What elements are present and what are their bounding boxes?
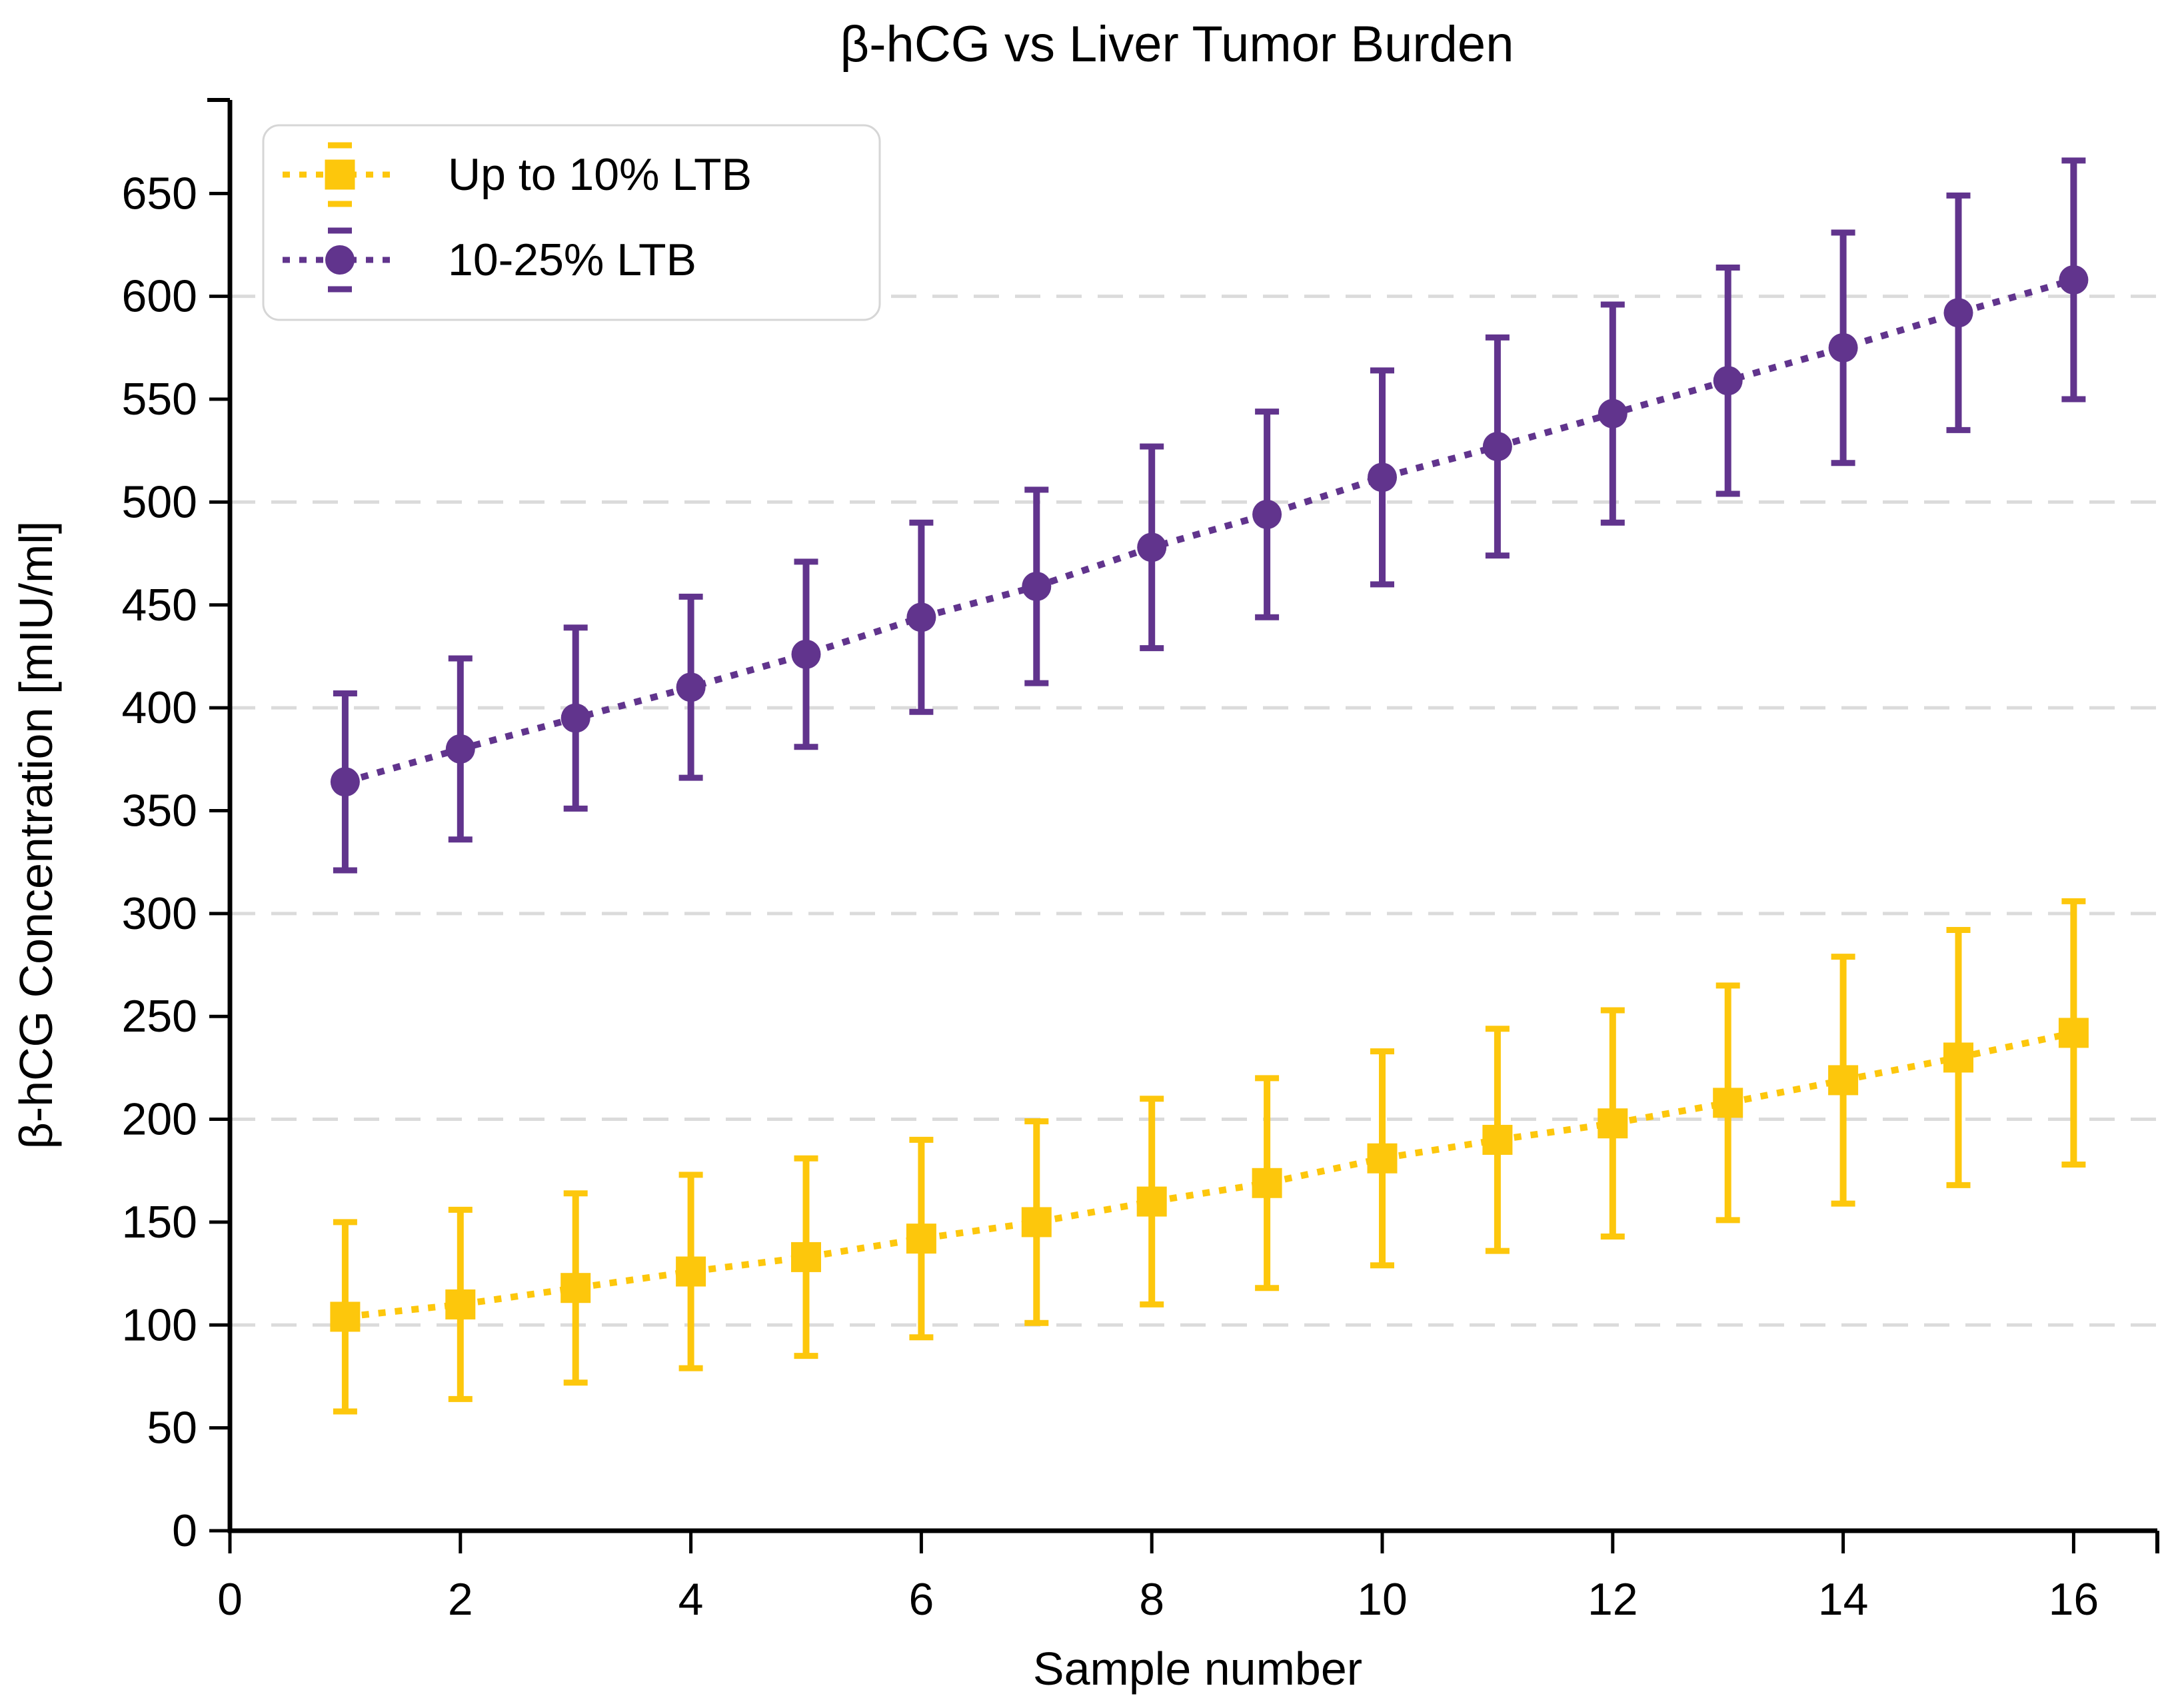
y-tick-label-450: 450 bbox=[122, 580, 197, 630]
y-axis-label: β-hCG Concentration [mIU/ml] bbox=[10, 521, 62, 1150]
data-point-square bbox=[1021, 1207, 1052, 1238]
data-point-circle bbox=[1828, 333, 1858, 363]
legend-entry-0: Up to 10% LTB bbox=[283, 142, 752, 207]
y-tick-label-150: 150 bbox=[122, 1197, 197, 1248]
data-point-square bbox=[1828, 1065, 1859, 1096]
axes: 0 50 100 150 200 250 300 350 400 450 500 550 600 650 0… bbox=[122, 98, 2159, 1625]
legend-box bbox=[262, 124, 881, 321]
x-tick-label-6: 6 bbox=[908, 1574, 934, 1625]
x-axis-label: Sample number bbox=[1033, 1643, 1362, 1695]
y-tick-label-400: 400 bbox=[122, 682, 197, 733]
legend-marker-circle bbox=[325, 245, 355, 275]
legend-entry-1: 10-25% LTB bbox=[283, 227, 696, 293]
x-tick-label-0: 0 bbox=[217, 1574, 243, 1625]
data-point-square bbox=[791, 1242, 821, 1272]
data-point-square bbox=[2058, 1018, 2089, 1048]
data-point-square bbox=[906, 1224, 936, 1254]
x-tick-label-2: 2 bbox=[448, 1574, 473, 1625]
x-tick-label-8: 8 bbox=[1139, 1574, 1164, 1625]
data-point-square bbox=[676, 1256, 706, 1287]
x-tick-label-14: 14 bbox=[1818, 1574, 1869, 1625]
series-group bbox=[330, 157, 2089, 1415]
y-tick-label-300: 300 bbox=[122, 888, 197, 939]
x-tick-label-12: 12 bbox=[1588, 1574, 1638, 1625]
y-tick-label-200: 200 bbox=[122, 1094, 197, 1145]
chart-title: β-hCG vs Liver Tumor Burden bbox=[840, 16, 1514, 73]
y-tick-label-250: 250 bbox=[122, 991, 197, 1042]
data-point-square bbox=[1713, 1088, 1743, 1118]
data-point-circle bbox=[1137, 532, 1167, 562]
data-point-square bbox=[1136, 1186, 1167, 1217]
data-point-square bbox=[1252, 1168, 1282, 1198]
data-point-circle bbox=[1368, 462, 1397, 492]
data-point-circle bbox=[330, 767, 360, 797]
legend-label: Up to 10% LTB bbox=[448, 149, 752, 200]
data-point-circle bbox=[1252, 499, 1282, 529]
gridlines bbox=[230, 295, 2170, 1327]
data-point-square bbox=[560, 1273, 591, 1303]
series-1 bbox=[330, 157, 2089, 874]
legend: Up to 10% LTB 10-25% LTB bbox=[262, 124, 881, 321]
data-point-square bbox=[1598, 1108, 1628, 1139]
data-point-circle bbox=[560, 703, 590, 733]
data-point-square bbox=[445, 1289, 476, 1319]
data-point-circle bbox=[1598, 399, 1628, 428]
legend-marker-square bbox=[325, 159, 355, 190]
series-0 bbox=[330, 898, 2089, 1415]
y-tick-label-600: 600 bbox=[122, 271, 197, 322]
y-tick-label-500: 500 bbox=[122, 476, 197, 527]
y-tick-label-0: 0 bbox=[172, 1505, 197, 1556]
data-point-circle bbox=[1943, 298, 1973, 328]
data-point-circle bbox=[2059, 265, 2089, 295]
data-point-square bbox=[330, 1301, 361, 1332]
data-point-square bbox=[1367, 1143, 1398, 1174]
y-tick-label-550: 550 bbox=[122, 374, 197, 425]
data-point-square bbox=[1482, 1124, 1513, 1155]
data-point-circle bbox=[1482, 432, 1512, 462]
data-point-circle bbox=[906, 602, 936, 632]
data-point-circle bbox=[1022, 571, 1052, 601]
y-tick-label-350: 350 bbox=[122, 785, 197, 836]
data-point-circle bbox=[1713, 366, 1743, 396]
x-tick-label-4: 4 bbox=[678, 1574, 704, 1625]
y-tick-label-650: 650 bbox=[122, 168, 197, 219]
trend-line bbox=[345, 1030, 2075, 1320]
y-tick-label-50: 50 bbox=[147, 1403, 197, 1453]
x-tick-label-16: 16 bbox=[2049, 1574, 2099, 1625]
x-tick-label-10: 10 bbox=[1357, 1574, 1408, 1625]
data-point-square bbox=[1943, 1042, 1973, 1073]
data-point-circle bbox=[791, 639, 821, 669]
trend-line bbox=[344, 277, 2075, 786]
legend-label: 10-25% LTB bbox=[448, 235, 696, 285]
data-point-circle bbox=[676, 672, 706, 702]
data-point-circle bbox=[445, 734, 475, 764]
y-tick-label-100: 100 bbox=[122, 1299, 197, 1350]
